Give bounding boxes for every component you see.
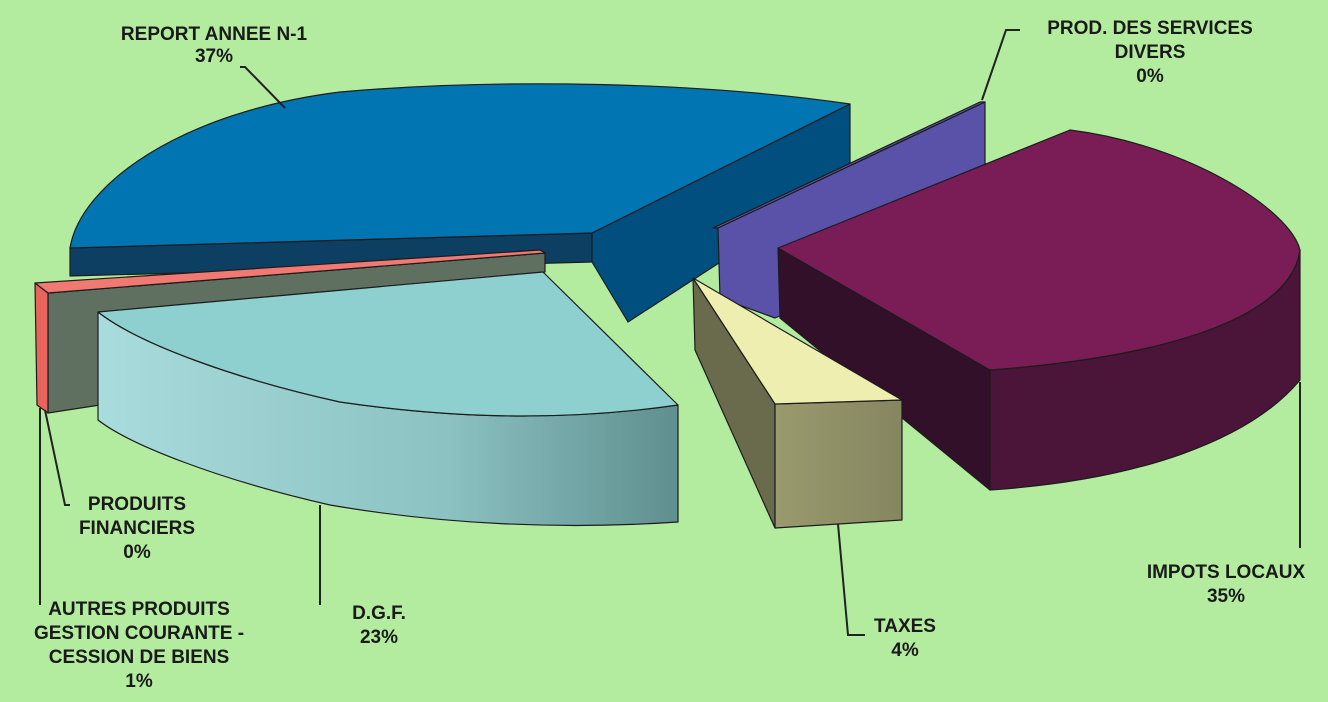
slice-label: D.G.F. 23% [352, 603, 406, 648]
slice-value: 1% [125, 671, 153, 692]
pie-slice [777, 129, 1301, 491]
slice-name: FINANCIERS [79, 518, 195, 539]
slice-label: IMPOTS LOCAUX 35% [1147, 562, 1306, 607]
pie-slice-side [34, 282, 49, 414]
pie-slice [97, 271, 679, 527]
slice-value: 0% [1136, 66, 1164, 87]
leader-line [44, 409, 70, 506]
slice-name: TAXES [874, 616, 936, 637]
slice-name: DIVERS [1115, 42, 1186, 63]
slice-name: IMPOTS LOCAUX [1147, 562, 1306, 583]
slice-label: REPORT ANNEE N-1 37% [121, 24, 308, 67]
slice-label: AUTRES PRODUITS GESTION COURANTE - CESSION… [34, 599, 244, 692]
pie-slice-top [34, 249, 546, 294]
slice-name: AUTRES PRODUITS [48, 599, 230, 620]
pie-slice-top [692, 277, 903, 405]
slice-name: PRODUITS [88, 494, 186, 515]
leader-line [240, 66, 286, 109]
leader-line [981, 29, 1020, 101]
slice-name: D.G.F. [352, 603, 406, 624]
slice-value: 23% [360, 627, 398, 648]
slice-value: 35% [1207, 586, 1245, 607]
slice-name: PROD. DES SERVICES [1047, 18, 1253, 39]
pie-slice [34, 249, 546, 414]
pie-slice-top [69, 83, 851, 249]
slice-value: 4% [891, 640, 919, 661]
pie-slice [692, 277, 903, 529]
pie-slice-top [712, 101, 986, 229]
pie-slice-side [774, 399, 903, 529]
slice-label: PRODUITS FINANCIERS 0% [79, 494, 195, 563]
slice-name: CESSION DE BIENS [49, 647, 230, 668]
slice-label: TAXES 4% [874, 616, 936, 661]
slice-value: 37% [195, 46, 233, 67]
pie-slice-top [97, 271, 679, 417]
slice-label: PROD. DES SERVICES DIVERS 0% [1047, 18, 1253, 87]
slice-name: REPORT ANNEE N-1 [121, 24, 308, 45]
slice-value: 0% [123, 542, 151, 563]
slice-name: GESTION COURANTE - [34, 623, 244, 644]
leader-line [837, 523, 865, 636]
pie-slice-top [777, 129, 1301, 371]
